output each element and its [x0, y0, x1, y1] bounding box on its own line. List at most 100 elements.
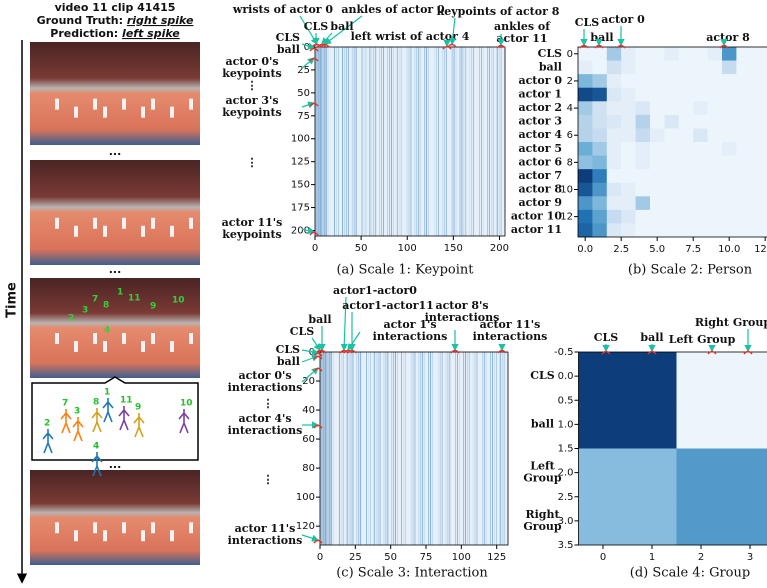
highlight-bracket — [309, 102, 319, 107]
left-column: video 11 clip 41415 Ground Truth: right … — [5, 1, 200, 584]
annotation-arrow — [301, 42, 316, 50]
player — [141, 530, 145, 542]
heatmap-cell — [750, 47, 766, 61]
heatmap-cell — [736, 155, 752, 170]
heatmap-cell — [765, 47, 767, 61]
heatmap-cell — [578, 496, 628, 546]
player-id: 8 — [103, 301, 109, 311]
player — [141, 341, 145, 352]
heatmap-cell — [578, 223, 593, 238]
heatmap-cell — [693, 169, 708, 184]
y-tick-label: 0 — [567, 49, 573, 60]
heatmap-cell — [635, 155, 651, 170]
player — [55, 333, 59, 344]
time-label: Time — [5, 282, 20, 318]
heatmap-cell — [650, 101, 665, 116]
heatmap-cell — [606, 101, 622, 116]
heatmap-cell — [722, 209, 737, 224]
annotation: keypoints — [222, 67, 282, 80]
video-frame — [30, 470, 200, 565]
row-label: CLS — [530, 369, 554, 382]
heatmap-cell — [664, 223, 680, 238]
y-tick-label: 25 — [297, 65, 310, 76]
y-tick-label: 1.0 — [558, 419, 574, 430]
heatmap-cell — [592, 169, 608, 184]
y-tick-label: 60 — [302, 434, 315, 445]
heatmap-cell — [678, 169, 694, 184]
heatmap-cell — [707, 47, 723, 61]
heatmap-cell — [722, 142, 737, 156]
heatmap-cell — [578, 352, 628, 401]
heatmap-cell — [722, 47, 737, 61]
player — [55, 98, 59, 110]
annotation-arrow — [301, 534, 320, 542]
annotation: actor 8's — [435, 299, 488, 312]
heatmap-cell — [765, 196, 767, 211]
heatmap-cell — [592, 60, 608, 75]
heatmap-cell — [578, 169, 593, 184]
annotation: ball — [277, 43, 300, 56]
highlight-bracket — [447, 43, 457, 48]
annotation: actor 11's — [480, 318, 541, 331]
heatmap-cell — [678, 155, 694, 170]
player-id: 11 — [120, 396, 133, 406]
annotation: ⋮ — [263, 473, 274, 486]
highlight-bracket — [313, 355, 323, 360]
annotation: actor1-actor11 — [342, 299, 434, 312]
y-tick-label: 2 — [567, 76, 573, 87]
annotation-arrow — [321, 32, 333, 45]
pred-value: left spike — [122, 27, 180, 40]
x-tick-label: 150 — [444, 243, 463, 254]
player — [170, 225, 174, 237]
heatmap-cell — [750, 142, 766, 156]
player — [189, 217, 193, 229]
player — [151, 522, 155, 534]
player — [189, 98, 193, 110]
heatmap-cell — [765, 169, 767, 184]
heatmap-cell — [664, 128, 680, 143]
heatmap-cell — [578, 209, 593, 224]
heatmap-cell — [664, 87, 680, 102]
panel: 0 25 50 75 100 125020406080100120ballCLSactor… — [228, 284, 548, 581]
caption: (c) Scale 3: Interaction — [336, 566, 488, 581]
heatmap-cell — [736, 47, 752, 61]
heatmap-cell — [592, 155, 608, 170]
heatmap-cell — [664, 74, 680, 89]
heatmap-cell — [722, 114, 737, 129]
heatmap-cell — [650, 47, 665, 61]
y-tick-label: 40 — [302, 405, 315, 416]
row-label: Group — [523, 520, 562, 533]
y-tick-label: 175 — [291, 203, 310, 214]
heatmap-cell — [621, 87, 636, 102]
heatmap-cell — [750, 223, 766, 238]
annotation: Left Group — [669, 333, 736, 346]
heatmap-cell — [736, 209, 752, 224]
heatmap-cell — [627, 352, 677, 401]
highlight-bracket — [497, 349, 507, 354]
heatmap-cell — [664, 155, 680, 170]
heatmap-cell — [736, 60, 752, 75]
annotation: actor 0 — [601, 13, 645, 26]
heatmap-cell — [578, 47, 593, 61]
x-tick-label: 75 — [420, 552, 433, 563]
heatmap-cell — [693, 87, 708, 102]
heatmap-cell — [707, 169, 723, 184]
heatmap-cell — [722, 169, 737, 184]
highlight-bracket — [707, 350, 717, 355]
player — [122, 522, 126, 534]
heatmap-cell — [765, 209, 767, 224]
annotation: ball — [590, 31, 613, 44]
y-tick-label: 100 — [296, 492, 315, 503]
heatmap-cell — [693, 74, 708, 89]
skeleton — [118, 406, 130, 431]
y-tick-label: 3.0 — [558, 516, 574, 527]
y-tick-label: 4 — [567, 103, 573, 114]
highlight-bracket — [601, 350, 611, 355]
highlight-bracket — [309, 231, 319, 236]
skeleton — [133, 413, 145, 438]
player-id: 2 — [68, 314, 74, 324]
heatmap-cell — [627, 496, 677, 546]
heatmap-cell — [621, 114, 636, 129]
x-tick-label: 10.0 — [718, 244, 740, 255]
